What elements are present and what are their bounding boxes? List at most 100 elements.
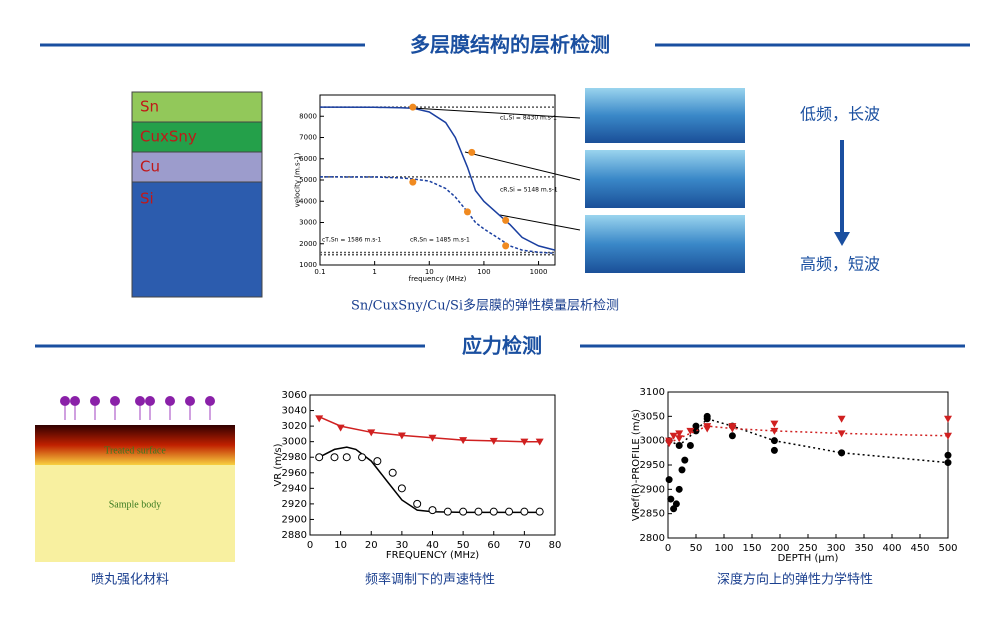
x-tick-label: 10 xyxy=(425,268,434,276)
shot xyxy=(205,396,215,406)
y-tick-label: 2960 xyxy=(282,468,307,479)
y-tick-label: 5000 xyxy=(299,176,317,184)
series-line xyxy=(318,446,540,514)
marker xyxy=(388,468,397,477)
shot xyxy=(60,396,70,406)
marker xyxy=(336,424,345,432)
marker xyxy=(944,459,952,467)
caption: 频率调制下的声速特性 xyxy=(365,572,495,588)
marker xyxy=(367,429,376,437)
marker xyxy=(665,440,674,448)
annotation: cL,Si = 8430 m.s-1 xyxy=(500,115,557,122)
y-tick-label: 3050 xyxy=(640,411,665,422)
marker xyxy=(703,423,712,431)
y-axis-label: VR (m/s) xyxy=(273,443,284,486)
series-line xyxy=(319,106,556,251)
y-tick-label: 2950 xyxy=(640,460,665,471)
marker xyxy=(944,415,952,423)
marker xyxy=(502,216,510,224)
x-tick-label: 1000 xyxy=(530,268,548,276)
y-tick-label: 2920 xyxy=(282,499,307,510)
y-tick-label: 7000 xyxy=(299,134,317,142)
plot-frame xyxy=(667,391,949,539)
x-tick-label: 20 xyxy=(365,540,378,551)
series-line xyxy=(668,417,949,464)
marker xyxy=(692,427,700,435)
layer xyxy=(35,425,235,465)
marker xyxy=(409,178,417,186)
marker xyxy=(315,415,324,423)
marker xyxy=(728,425,737,433)
x-axis-label: FREQUENCY (MHz) xyxy=(386,550,479,561)
marker xyxy=(770,437,778,445)
x-tick-label: 100 xyxy=(477,268,490,276)
marker xyxy=(443,507,452,516)
shots xyxy=(60,396,215,420)
marker xyxy=(342,453,351,462)
annotation: cT,Sn = 1586 m.s-1 xyxy=(322,237,382,244)
x-tick-label: 500 xyxy=(938,543,957,554)
y-tick-label: 2980 xyxy=(282,452,307,463)
arrow-head xyxy=(834,232,850,246)
annotation: cR,Si = 5148 m.s-1 xyxy=(500,187,558,194)
marker xyxy=(468,148,476,156)
marker xyxy=(315,453,324,462)
y-tick-label: 3000 xyxy=(640,436,665,447)
y-tick-label: 3000 xyxy=(282,437,307,448)
marker xyxy=(944,432,952,440)
y-tick-label: 2880 xyxy=(282,530,307,541)
x-tick-label: 150 xyxy=(742,543,761,554)
x-tick-label: 250 xyxy=(798,543,817,554)
marker xyxy=(535,507,544,516)
y-tick-label: 3100 xyxy=(640,387,665,398)
y-tick-label: 2940 xyxy=(282,483,307,494)
series-line xyxy=(318,416,540,443)
y-axis-label: VRef(R)-PROFILE (m/s) xyxy=(631,409,642,521)
y-tick-label: 3040 xyxy=(282,406,307,417)
x-axis-label: frequency (MHz) xyxy=(409,275,467,283)
marker xyxy=(678,466,686,474)
shot xyxy=(70,396,80,406)
marker xyxy=(675,430,684,438)
shot xyxy=(110,396,120,406)
x-tick-label: 0 xyxy=(665,543,671,554)
x-tick-label: 0 xyxy=(307,540,313,551)
x-tick-label: 10 xyxy=(334,540,347,551)
y-tick-label: 2850 xyxy=(640,509,665,520)
section-title: 多层膜结构的层析检测 xyxy=(410,33,610,57)
series-line xyxy=(668,425,949,444)
peening: Treated surface Sample body xyxy=(35,396,235,562)
image xyxy=(585,88,745,143)
y-tick-label: 3020 xyxy=(282,421,307,432)
marker xyxy=(502,242,510,250)
caption: 喷丸强化材料 xyxy=(91,573,169,588)
layer-label: Cu xyxy=(140,158,160,176)
y-tick-label: 2800 xyxy=(640,533,665,544)
marker xyxy=(669,432,678,440)
layer xyxy=(131,151,263,183)
x-tick-label: 30 xyxy=(396,540,409,551)
y-tick-label: 2900 xyxy=(640,484,665,495)
marker xyxy=(675,485,683,493)
x-tick-label: 100 xyxy=(714,543,733,554)
marker xyxy=(838,449,846,457)
marker xyxy=(489,507,498,516)
marker xyxy=(474,507,483,516)
x-tick-label: 50 xyxy=(457,540,470,551)
shot xyxy=(165,396,175,406)
marker xyxy=(330,453,339,462)
marker xyxy=(489,437,498,445)
layer-label: Si xyxy=(140,190,154,208)
x-axis-label: DEPTH (μm) xyxy=(778,553,839,564)
layer xyxy=(131,91,263,123)
marker xyxy=(944,451,952,459)
x-tick-label: 70 xyxy=(518,540,531,551)
x-tick-label: 50 xyxy=(690,543,703,554)
marker xyxy=(459,437,468,445)
annotation: cR,Sn = 1485 m.s-1 xyxy=(410,237,470,244)
marker xyxy=(675,442,683,450)
marker xyxy=(837,430,846,438)
x-tick-label: 400 xyxy=(882,543,901,554)
marker xyxy=(667,495,675,503)
